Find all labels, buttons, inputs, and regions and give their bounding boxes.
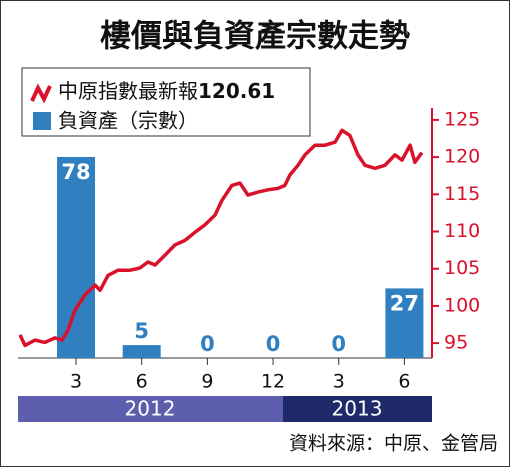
legend-line-name: 中原指數最新報 — [58, 79, 198, 103]
y2-tick-label: 95 — [444, 332, 468, 354]
x-tick-label: 9 — [201, 371, 213, 393]
bar — [385, 288, 424, 358]
source: 資料來源：中原、金管局 — [289, 433, 498, 455]
x-tick-label: 3 — [70, 371, 82, 393]
year-label: 2012 — [125, 397, 176, 421]
bar — [122, 345, 161, 358]
value-label: 5 — [134, 319, 149, 343]
y2-tick-label: 115 — [444, 183, 480, 205]
x-tick-label: 3 — [333, 371, 345, 393]
legend-bar-icon — [33, 112, 51, 130]
legend-bar: 負資產（宗數） — [58, 109, 198, 133]
y2-tick-label: 110 — [444, 220, 480, 242]
value-label: 0 — [200, 332, 215, 356]
x-tick-label: 12 — [261, 371, 285, 393]
bar — [57, 156, 96, 358]
y2-tick-label: 125 — [444, 108, 480, 130]
y2-tick-label: 105 — [444, 257, 480, 279]
y2-tick-label: 100 — [444, 294, 480, 316]
year-band — [283, 396, 432, 422]
legend-box — [21, 67, 311, 137]
value-label: 0 — [266, 332, 281, 356]
legend-line: 中原指數最新報120.61 — [58, 79, 275, 103]
x-tick-label: 6 — [136, 371, 148, 393]
legend-latest: 120.61 — [198, 79, 275, 103]
legend-line-icon — [30, 83, 52, 104]
value-label: 27 — [390, 291, 419, 315]
value-label: 0 — [331, 332, 346, 356]
chart-title: 樓價與負資產宗數走勢 — [100, 19, 410, 55]
year-band — [18, 396, 283, 422]
year-label: 2013 — [332, 397, 383, 421]
value-label: 78 — [61, 160, 90, 184]
y2-tick-label: 120 — [444, 146, 480, 168]
x-tick-label: 6 — [398, 371, 410, 393]
line — [18, 128, 424, 348]
